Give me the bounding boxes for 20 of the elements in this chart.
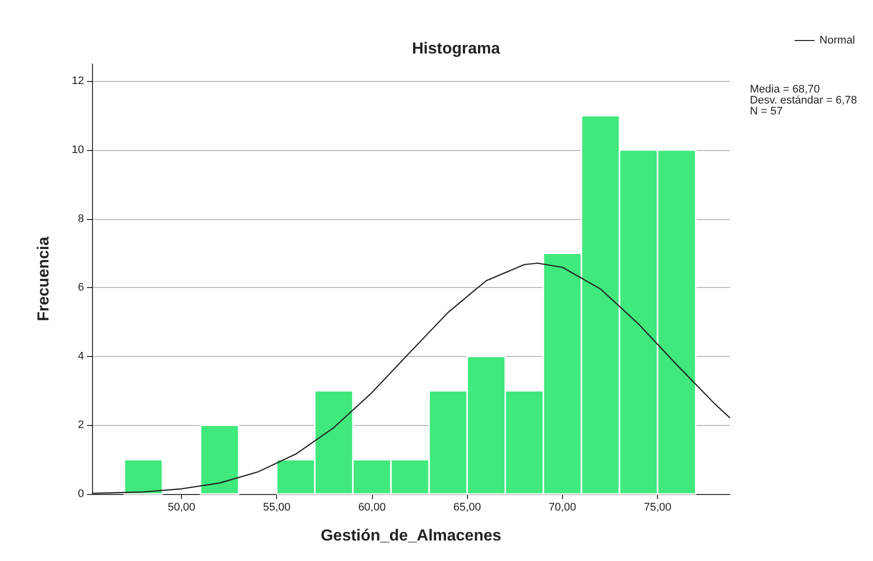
y-axis-title: Frecuencia: [36, 236, 52, 322]
text: Desv. estándar = 6,78: [750, 94, 858, 106]
y-tick-label: 12: [72, 75, 84, 88]
x-tick-label: 70,00: [548, 502, 576, 514]
x-tick-label: 60,00: [358, 502, 386, 514]
y-tick-label: 8: [78, 212, 84, 225]
x-tick-label: 55,00: [262, 502, 290, 514]
text: N = 57: [750, 106, 783, 118]
y-tick-label: 6: [78, 282, 84, 294]
y-tick-label: 2: [78, 419, 84, 432]
x-axis-title: Gestión_de_Almacenes: [320, 528, 502, 544]
chart-title: Histograma: [412, 40, 500, 58]
y-tick-label: 4: [78, 350, 84, 362]
x-tick-label: 75,00: [644, 502, 672, 514]
text: Media = 68,70: [750, 84, 820, 96]
y-tick-label: 0: [78, 488, 84, 500]
legend-label: Normal: [820, 34, 856, 46]
x-tick-label: 50,00: [168, 502, 196, 514]
x-tick-label: 65,00: [453, 502, 481, 514]
y-tick-label: 10: [72, 144, 84, 156]
